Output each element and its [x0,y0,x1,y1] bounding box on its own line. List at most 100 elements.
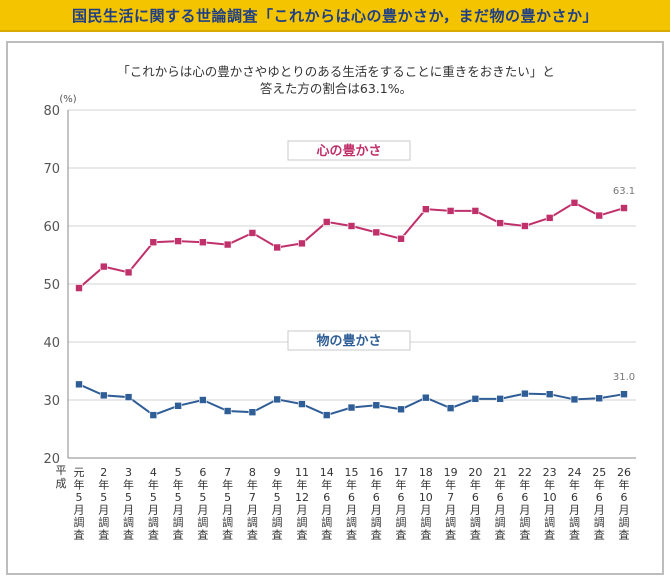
data-point [322,218,331,226]
x-tick-char: 査 [148,528,159,542]
x-tick-char: 調 [420,515,431,529]
x-tick-char: 年 [594,478,605,492]
x-tick-char: 18 [419,466,433,479]
x-tick-char: 調 [396,515,407,529]
x-tick-char: 調 [594,515,605,529]
data-point [298,239,306,248]
x-tick-char: 査 [470,528,481,542]
x-tick-char: 月 [173,504,184,517]
x-tick-char: 月 [296,504,307,517]
x-tick-char: 月 [197,504,208,517]
x-tick-char: 14 [320,466,334,479]
data-point [496,395,504,403]
data-point [149,238,158,247]
data-point [99,262,108,271]
x-tick-char: 年 [197,478,208,492]
y-tick-label: 40 [43,336,60,351]
x-tick-char: 年 [222,478,233,492]
x-tick-char: 年 [247,478,258,492]
x-tick-char: 調 [619,515,630,529]
data-point [174,237,182,245]
x-tick-char: 月 [247,504,258,517]
x-tick-char: 査 [544,528,555,542]
x-tick-char: 年 [272,478,283,492]
x-tick-char: 7 [224,466,231,479]
x-tick-char: 調 [222,515,233,529]
data-point [545,214,554,222]
data-point [347,222,356,230]
x-tick-char: 年 [470,478,481,492]
x-tick-char: 月 [396,504,407,517]
x-tick-char: 査 [420,528,431,542]
data-point [496,219,504,227]
data-point [75,284,83,292]
x-tick-char: 調 [371,515,382,529]
x-tick-char: 月 [321,504,332,517]
data-point [273,395,281,404]
x-tick-char: 月 [519,504,530,517]
data-point [397,234,405,243]
data-point [545,390,554,399]
x-tick-char: 6 [398,491,405,504]
x-tick-char: 査 [272,528,283,542]
data-point [446,404,455,412]
x-tick-char: 年 [544,478,555,492]
x-tick-char: 5 [125,491,132,504]
x-tick-char: 年 [445,478,456,492]
x-tick-char: 調 [346,515,357,529]
x-tick-char: 5 [150,491,157,504]
x-tick-char: 月 [445,504,456,517]
data-point [620,204,628,212]
x-tick-char: 査 [321,528,332,542]
era-label: 平 [56,464,67,477]
x-tick-char: 5 [175,466,182,479]
x-tick-char: 査 [346,528,357,542]
data-point [199,396,207,404]
y-tick-label: 80 [43,104,60,119]
data-point [372,228,381,237]
x-tick-char: 6 [621,491,628,504]
x-tick-char: 5 [224,491,231,504]
x-tick-char: 2 [100,466,107,479]
data-point [570,199,579,207]
x-tick-char: 調 [495,515,506,529]
x-tick-char: 年 [619,478,630,492]
x-tick-char: 年 [569,478,580,492]
x-tick-char: 年 [98,478,109,492]
x-tick-char: 査 [495,528,506,542]
x-tick-char: 16 [369,466,383,479]
x-tick-char: 年 [148,478,159,492]
x-tick-char: 調 [173,515,184,529]
x-tick-char: 調 [519,515,530,529]
series-name-box: 物の豊かさ [287,330,411,351]
x-tick-char: 6 [571,491,578,504]
x-tick-char: 12 [295,491,309,504]
y-axis-unit: (%) [59,94,76,105]
x-tick-char: 月 [222,504,233,517]
x-tick-char: 月 [346,504,357,517]
chart-title-line-2: 答えた方の割合は63.1%。 [260,81,412,96]
x-tick-char: 7 [249,491,256,504]
x-tick-char: 調 [197,515,208,529]
series-name-label: 物の豊かさ [316,333,381,349]
data-point [372,401,381,410]
x-tick-char: 月 [74,504,85,517]
x-tick-char: 月 [148,504,159,517]
x-tick-char: 年 [321,478,332,492]
x-tick-char: 3 [125,466,132,479]
x-tick-char: 調 [247,515,258,529]
x-tick-char: 24 [567,466,581,479]
data-point [595,211,604,220]
x-tick-char: 5 [76,491,83,504]
y-tick-label: 30 [43,394,60,409]
